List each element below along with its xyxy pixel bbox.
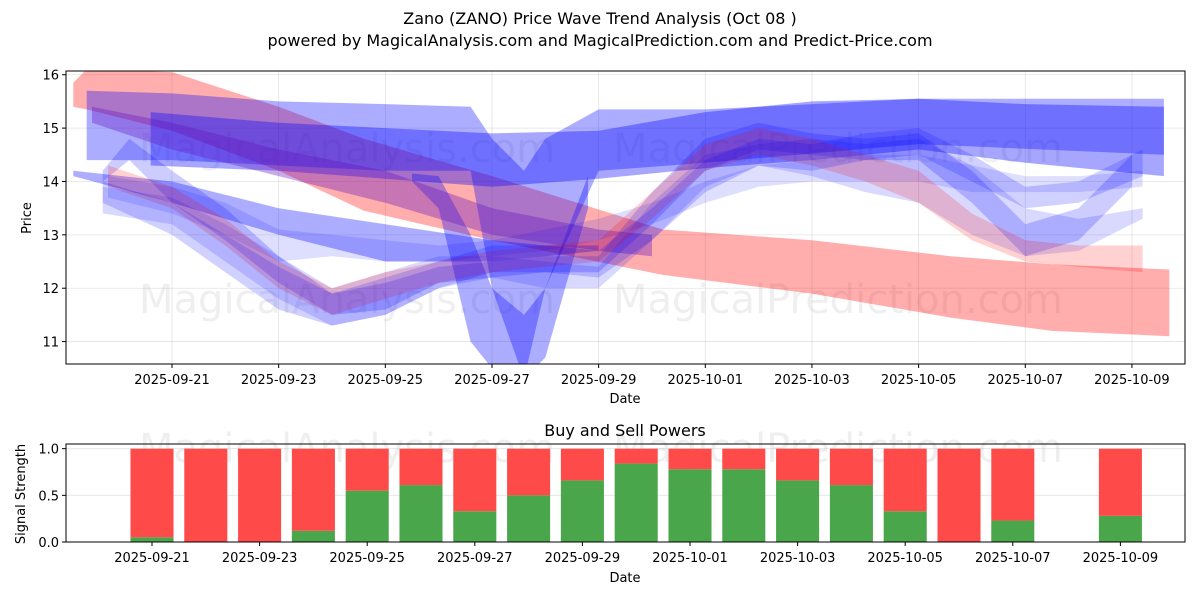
- signal-x-tick-label: 2025-09-21: [114, 551, 190, 566]
- signal-x-tick-label: 2025-10-01: [652, 551, 728, 566]
- sell-bar: [937, 448, 981, 542]
- sell-bar: [130, 448, 174, 538]
- buy-bar: [883, 511, 927, 542]
- band-blue-band-lower-wide: [73, 170, 599, 262]
- signal-x-tick-label: 2025-10-09: [1083, 551, 1159, 566]
- sell-bar: [776, 448, 820, 481]
- main-y-tick-label: 12: [42, 282, 59, 297]
- buy-bar: [776, 480, 820, 542]
- signal-ticks: 0.0 0.5 1.0 2025-09-21 2025-09-23 2025-09-25 2…: [38, 443, 1158, 566]
- signal-y-axis-label: Signal Strength: [14, 444, 29, 544]
- signal-x-tick-label: 2025-10-03: [760, 551, 836, 566]
- signal-x-tick-label: 2025-09-27: [437, 551, 513, 566]
- sell-bar: [883, 448, 927, 512]
- main-x-tick-label: 2025-10-03: [774, 373, 850, 388]
- main-x-tick-label: 2025-09-25: [348, 373, 424, 388]
- band-blue-wave-3: [108, 154, 1143, 262]
- main-plot-frame: [65, 70, 1186, 365]
- band-blue-band-wide: [86, 90, 1164, 364]
- signal-x-tick-label: 2025-10-07: [975, 551, 1051, 566]
- sell-bar: [399, 448, 443, 486]
- buy-bar: [399, 485, 443, 542]
- signal-plot-frame: [65, 443, 1186, 543]
- buy-bar: [453, 511, 497, 542]
- signal-y-tick-label: 1.0: [38, 443, 59, 458]
- band-purple-band: [92, 106, 652, 257]
- main-ticks: 11 12 13 14 15 16 2025-09-21 2025-09-23 2025-09-…: [42, 69, 1169, 388]
- main-x-tick-label: 2025-10-01: [668, 373, 744, 388]
- band-red-wave-1: [108, 128, 1143, 315]
- sell-bar: [1098, 448, 1142, 516]
- signal-x-tick-label: 2025-09-25: [329, 551, 405, 566]
- buy-bar: [345, 490, 389, 542]
- signal-y-tick-label: 0.5: [38, 489, 59, 504]
- main-y-tick-label: 13: [42, 229, 59, 244]
- band-blue-band-top: [150, 98, 1164, 187]
- main-y-tick-label: 16: [42, 69, 59, 84]
- signal-x-tick-label: 2025-09-23: [222, 551, 298, 566]
- signal-x-tick-label: 2025-10-05: [867, 551, 943, 566]
- main-y-axis-label: Price: [20, 202, 35, 234]
- band-red-band-main: [73, 71, 1170, 337]
- buy-bar: [829, 485, 873, 542]
- sell-bar: [184, 448, 228, 542]
- signal-y-tick-label: 0.0: [38, 536, 59, 551]
- buy-bar: [507, 495, 551, 542]
- main-x-tick-label: 2025-09-21: [134, 373, 210, 388]
- main-x-axis-label: Date: [609, 392, 640, 407]
- watermark-top-left: MagicalAnalysis.com: [139, 126, 555, 172]
- signal-x-tick-label: 2025-09-29: [545, 551, 621, 566]
- main-x-tick-label: 2025-10-07: [987, 373, 1063, 388]
- buy-bar: [614, 463, 658, 542]
- chart-subtitle: powered by MagicalAnalysis.com and Magic…: [267, 31, 933, 50]
- sell-bar: [722, 448, 766, 470]
- sell-bar: [829, 448, 873, 486]
- watermark-top-right: MagicalPrediction.com: [613, 126, 1063, 172]
- buy-bar: [560, 480, 604, 542]
- sell-bar: [453, 448, 497, 512]
- buy-bar: [668, 469, 712, 542]
- main-x-tick-label: 2025-09-23: [241, 373, 317, 388]
- band-blue-band-deep-v: [412, 173, 588, 364]
- main-x-tick-label: 2025-09-29: [561, 373, 637, 388]
- sell-bar: [507, 448, 551, 496]
- sell-bar: [345, 448, 389, 491]
- main-x-tick-label: 2025-09-27: [454, 373, 530, 388]
- signal-bars: [130, 448, 1142, 542]
- sell-bar: [560, 448, 604, 481]
- buy-bar: [991, 520, 1035, 542]
- signal-x-axis-label: Date: [609, 571, 640, 586]
- band-blue-wave-2: [102, 138, 1143, 326]
- buy-bar: [722, 469, 766, 542]
- main-y-tick-label: 14: [42, 175, 59, 190]
- main-bands: [73, 71, 1170, 364]
- buy-bar: [130, 537, 174, 542]
- sell-bar: [991, 448, 1035, 521]
- sell-bar: [668, 448, 712, 470]
- sell-bar: [614, 448, 658, 464]
- main-x-tick-label: 2025-10-09: [1094, 373, 1170, 388]
- main-y-tick-label: 15: [42, 122, 59, 137]
- main-grid: [66, 71, 1185, 364]
- buy-bar: [291, 530, 335, 542]
- main-y-tick-label: 11: [42, 336, 59, 351]
- main-x-tick-label: 2025-10-05: [881, 373, 957, 388]
- sell-bar: [238, 448, 282, 542]
- buy-bar: [1098, 515, 1142, 542]
- sell-bar: [291, 448, 335, 531]
- watermark-mid-right: MagicalPrediction.com: [613, 277, 1063, 323]
- chart-title: Zano (ZANO) Price Wave Trend Analysis (O…: [403, 9, 797, 28]
- watermark-mid-left: MagicalAnalysis.com: [139, 277, 555, 323]
- signal-chart-title: Buy and Sell Powers: [544, 421, 706, 440]
